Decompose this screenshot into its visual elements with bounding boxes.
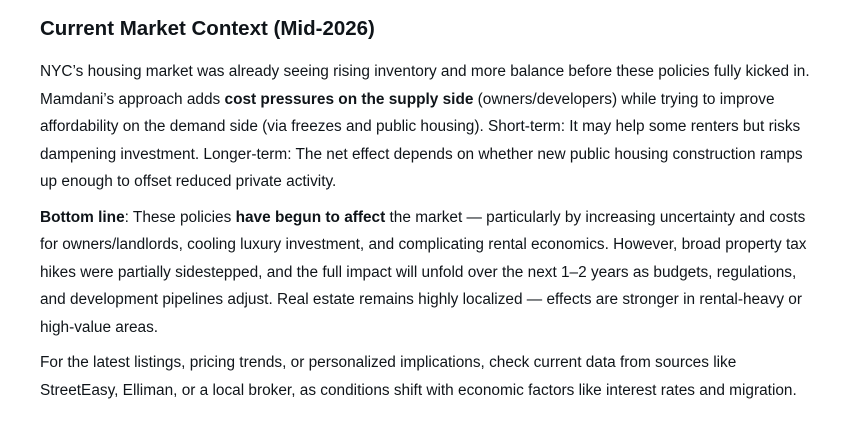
text-run: NYC’s housing market was already seeing … <box>40 63 810 108</box>
text-run: the market — particularly by increasing … <box>40 208 807 336</box>
document: Current Market Context (Mid-2026) NYC’s … <box>40 14 812 412</box>
text-run: (owners/developers) while trying to impr… <box>40 90 803 191</box>
paragraph: For the latest listings, pricing trends,… <box>40 349 812 404</box>
paragraph: Bottom line: These policies have begun t… <box>40 204 812 342</box>
paragraph: NYC’s housing market was already seeing … <box>40 58 812 196</box>
bold-text: have begun to affect <box>235 208 386 226</box>
bold-text: cost pressures on the supply side <box>224 90 474 108</box>
bold-text: Bottom line <box>40 208 125 226</box>
heading: Current Market Context (Mid-2026) <box>40 17 375 40</box>
text-run: For the latest listings, pricing trends,… <box>40 354 797 399</box>
text-run: : These policies <box>124 208 236 226</box>
